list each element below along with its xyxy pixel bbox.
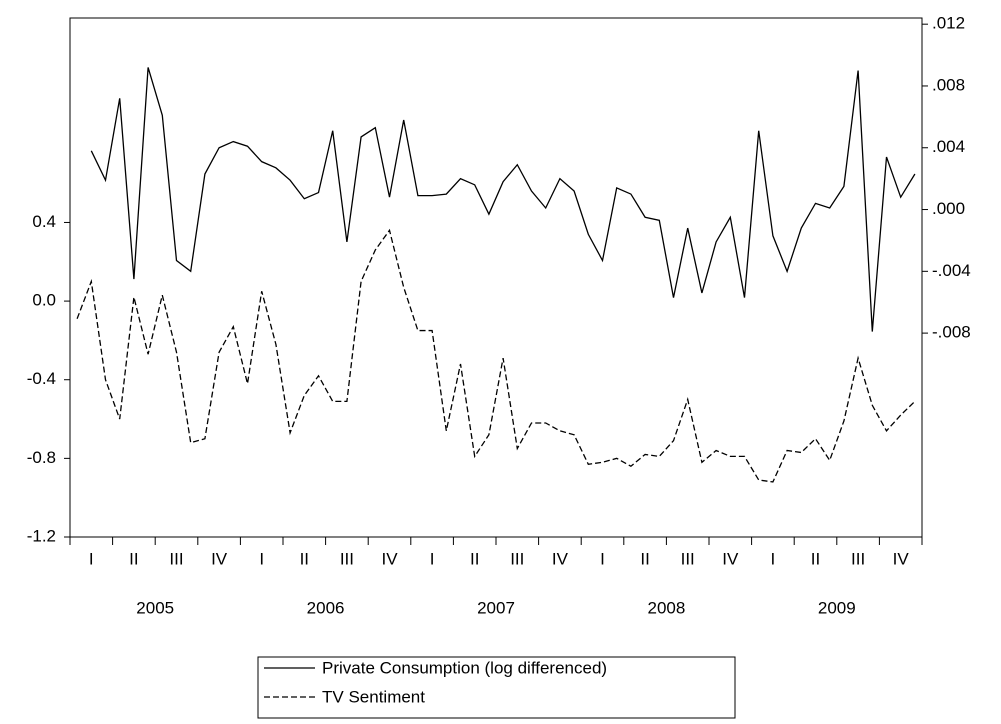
x-tick-label: IV	[893, 549, 910, 568]
y-tick-label: -0.4	[27, 369, 56, 388]
legend-label: Private Consumption (log differenced)	[322, 658, 607, 677]
x-group-label: 2007	[477, 598, 515, 617]
series-line	[76, 228, 916, 483]
x-tick-label: I	[600, 549, 605, 568]
x-tick-label: IV	[722, 549, 739, 568]
x-tick-label: IV	[381, 549, 398, 568]
y-tick-label: 0.4	[32, 212, 56, 231]
y-tick-label: 0.0	[32, 291, 56, 310]
legend-label: TV Sentiment	[322, 687, 425, 706]
y2-tick-label: .000	[932, 199, 965, 218]
x-tick-label: II	[129, 549, 138, 568]
x-tick-label: II	[300, 549, 309, 568]
x-group-label: 2009	[818, 598, 856, 617]
x-tick-label: II	[811, 549, 820, 568]
x-tick-label: III	[851, 549, 865, 568]
y-tick-label: -0.8	[27, 448, 56, 467]
x-tick-label: III	[510, 549, 524, 568]
legend-box	[257, 656, 736, 719]
y2-tick-label: .004	[932, 137, 965, 156]
y2-tick-label: -.004	[932, 261, 971, 280]
x-tick-label: I	[771, 549, 776, 568]
x-tick-label: I	[430, 549, 435, 568]
x-tick-label: II	[470, 549, 479, 568]
x-tick-label: II	[640, 549, 649, 568]
x-tick-label: I	[89, 549, 94, 568]
x-tick-label: IV	[552, 549, 569, 568]
x-group-label: 2006	[307, 598, 345, 617]
x-group-label: 2008	[647, 598, 685, 617]
plot-frame	[69, 17, 923, 538]
series-line	[90, 67, 916, 332]
y2-tick-label: -.008	[932, 323, 971, 342]
y-tick-label: -1.2	[27, 526, 56, 545]
y2-tick-label: .008	[932, 75, 965, 94]
x-tick-label: III	[169, 549, 183, 568]
x-tick-label: I	[259, 549, 264, 568]
x-tick-label: IV	[211, 549, 228, 568]
y2-tick-label: .012	[932, 14, 965, 33]
x-tick-label: III	[681, 549, 695, 568]
x-tick-label: III	[340, 549, 354, 568]
x-group-label: 2005	[136, 598, 174, 617]
